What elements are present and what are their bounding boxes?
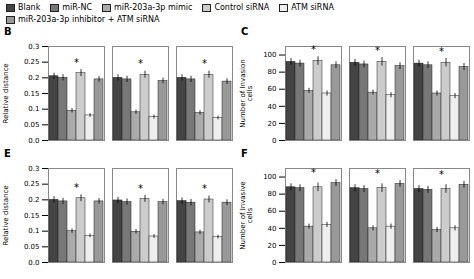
svg-text:0.2: 0.2 (28, 74, 39, 82)
svg-text:0.25: 0.25 (24, 180, 40, 188)
svg-text:0: 0 (272, 259, 276, 267)
svg-text:0.0: 0.0 (28, 137, 39, 145)
svg-text:*: * (74, 182, 79, 193)
svg-text:Relative distance: Relative distance (2, 185, 10, 245)
svg-text:0.15: 0.15 (24, 90, 40, 98)
svg-text:*: * (375, 168, 380, 179)
svg-text:Number of Invasioncells: Number of Invasioncells (239, 59, 254, 128)
html-text:ATM siRNA: ATM siRNA (291, 3, 334, 12)
svg-text:*: * (311, 167, 316, 178)
svg-text:Relative distance: Relative distance (2, 63, 10, 123)
svg-text:60: 60 (268, 85, 277, 93)
svg-text:80: 80 (268, 68, 277, 76)
svg-text:0: 0 (272, 137, 276, 145)
svg-text:0.05: 0.05 (24, 121, 40, 129)
svg-text:100: 100 (263, 173, 276, 181)
svg-text:0.3: 0.3 (28, 165, 39, 173)
svg-text:*: * (375, 45, 380, 56)
svg-text:60: 60 (268, 207, 277, 215)
svg-text:*: * (439, 169, 444, 180)
html-text:E: E (4, 148, 11, 159)
html-text:B: B (4, 26, 12, 37)
svg-text:0.25: 0.25 (24, 58, 40, 66)
html-text:miR-203a-3p mimic: miR-203a-3p mimic (114, 3, 193, 12)
html-text:miR-NC: miR-NC (62, 3, 92, 12)
svg-text:0.1: 0.1 (28, 105, 39, 113)
svg-text:Number of Invasivecells: Number of Invasivecells (239, 181, 254, 249)
svg-text:40: 40 (268, 225, 277, 233)
svg-text:*: * (202, 58, 207, 69)
svg-text:0.2: 0.2 (28, 196, 39, 204)
html-text:Control siRNA: Control siRNA (214, 3, 270, 12)
svg-text:0.3: 0.3 (28, 43, 39, 51)
svg-text:*: * (202, 183, 207, 194)
svg-text:80: 80 (268, 190, 277, 198)
html-text:F: F (241, 148, 248, 159)
html-text:miR-203a-3p inhibitor + ATM si: miR-203a-3p inhibitor + ATM siRNA (18, 15, 160, 24)
svg-text:40: 40 (268, 103, 277, 111)
svg-text:*: * (138, 183, 143, 194)
html-text:Blank: Blank (18, 3, 41, 12)
html-text:C: C (241, 26, 249, 37)
svg-text:*: * (439, 46, 444, 57)
svg-text:0.15: 0.15 (24, 212, 40, 220)
svg-text:*: * (138, 58, 143, 69)
svg-text:20: 20 (268, 120, 277, 128)
svg-text:0.0: 0.0 (28, 259, 39, 267)
svg-text:0.05: 0.05 (24, 243, 40, 251)
svg-text:0.1: 0.1 (28, 227, 39, 235)
svg-text:*: * (311, 44, 316, 55)
svg-text:*: * (74, 57, 79, 68)
svg-text:20: 20 (268, 242, 277, 250)
svg-text:100: 100 (263, 51, 276, 59)
